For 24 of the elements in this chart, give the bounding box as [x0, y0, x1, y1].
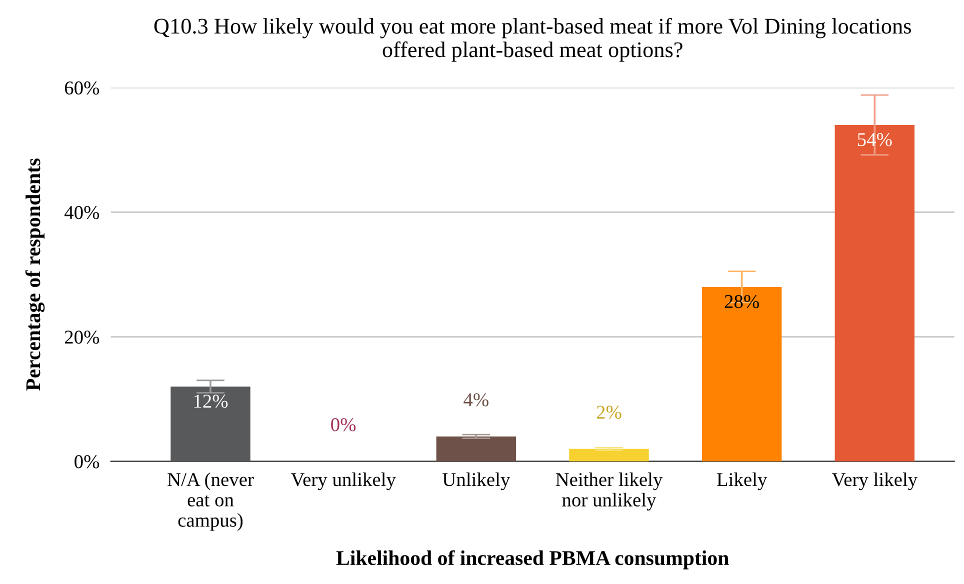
x-tick-label: Very unlikely: [290, 472, 396, 490]
x-tick-label: Likely: [717, 472, 768, 490]
data-label: 4%: [464, 393, 488, 406]
data-label: 2%: [596, 406, 622, 419]
x-tick-label: Unlikely: [442, 472, 510, 490]
x-tick-label: Neither likely nor unlikely: [556, 472, 663, 511]
y-tick-label: 0%: [74, 455, 100, 468]
x-axis-title: Likelihood of increased PBMA consumption: [336, 550, 729, 570]
bar: [436, 436, 516, 462]
chart-title: Q10.3 How likely would you eat more plant-based meat if more Vol Dining locations offered plant-based meat options?: [154, 18, 911, 62]
bar: [834, 124, 915, 462]
data-label: 28%: [724, 294, 759, 308]
data-label: 12%: [194, 394, 228, 408]
data-label: 0%: [331, 418, 356, 432]
data-label: 54%: [858, 133, 892, 146]
y-tick-label: 20%: [64, 330, 100, 344]
y-tick-label: 60%: [64, 81, 100, 95]
x-tick-label: Very likely: [832, 472, 918, 490]
bar: [702, 286, 782, 462]
y-tick-label: 40%: [64, 206, 100, 220]
x-tick-label: N/A (never eat on campus): [168, 472, 254, 531]
bar: [170, 386, 250, 462]
bar: [569, 448, 649, 462]
y-axis-title: Percentage of respondents: [25, 158, 45, 391]
